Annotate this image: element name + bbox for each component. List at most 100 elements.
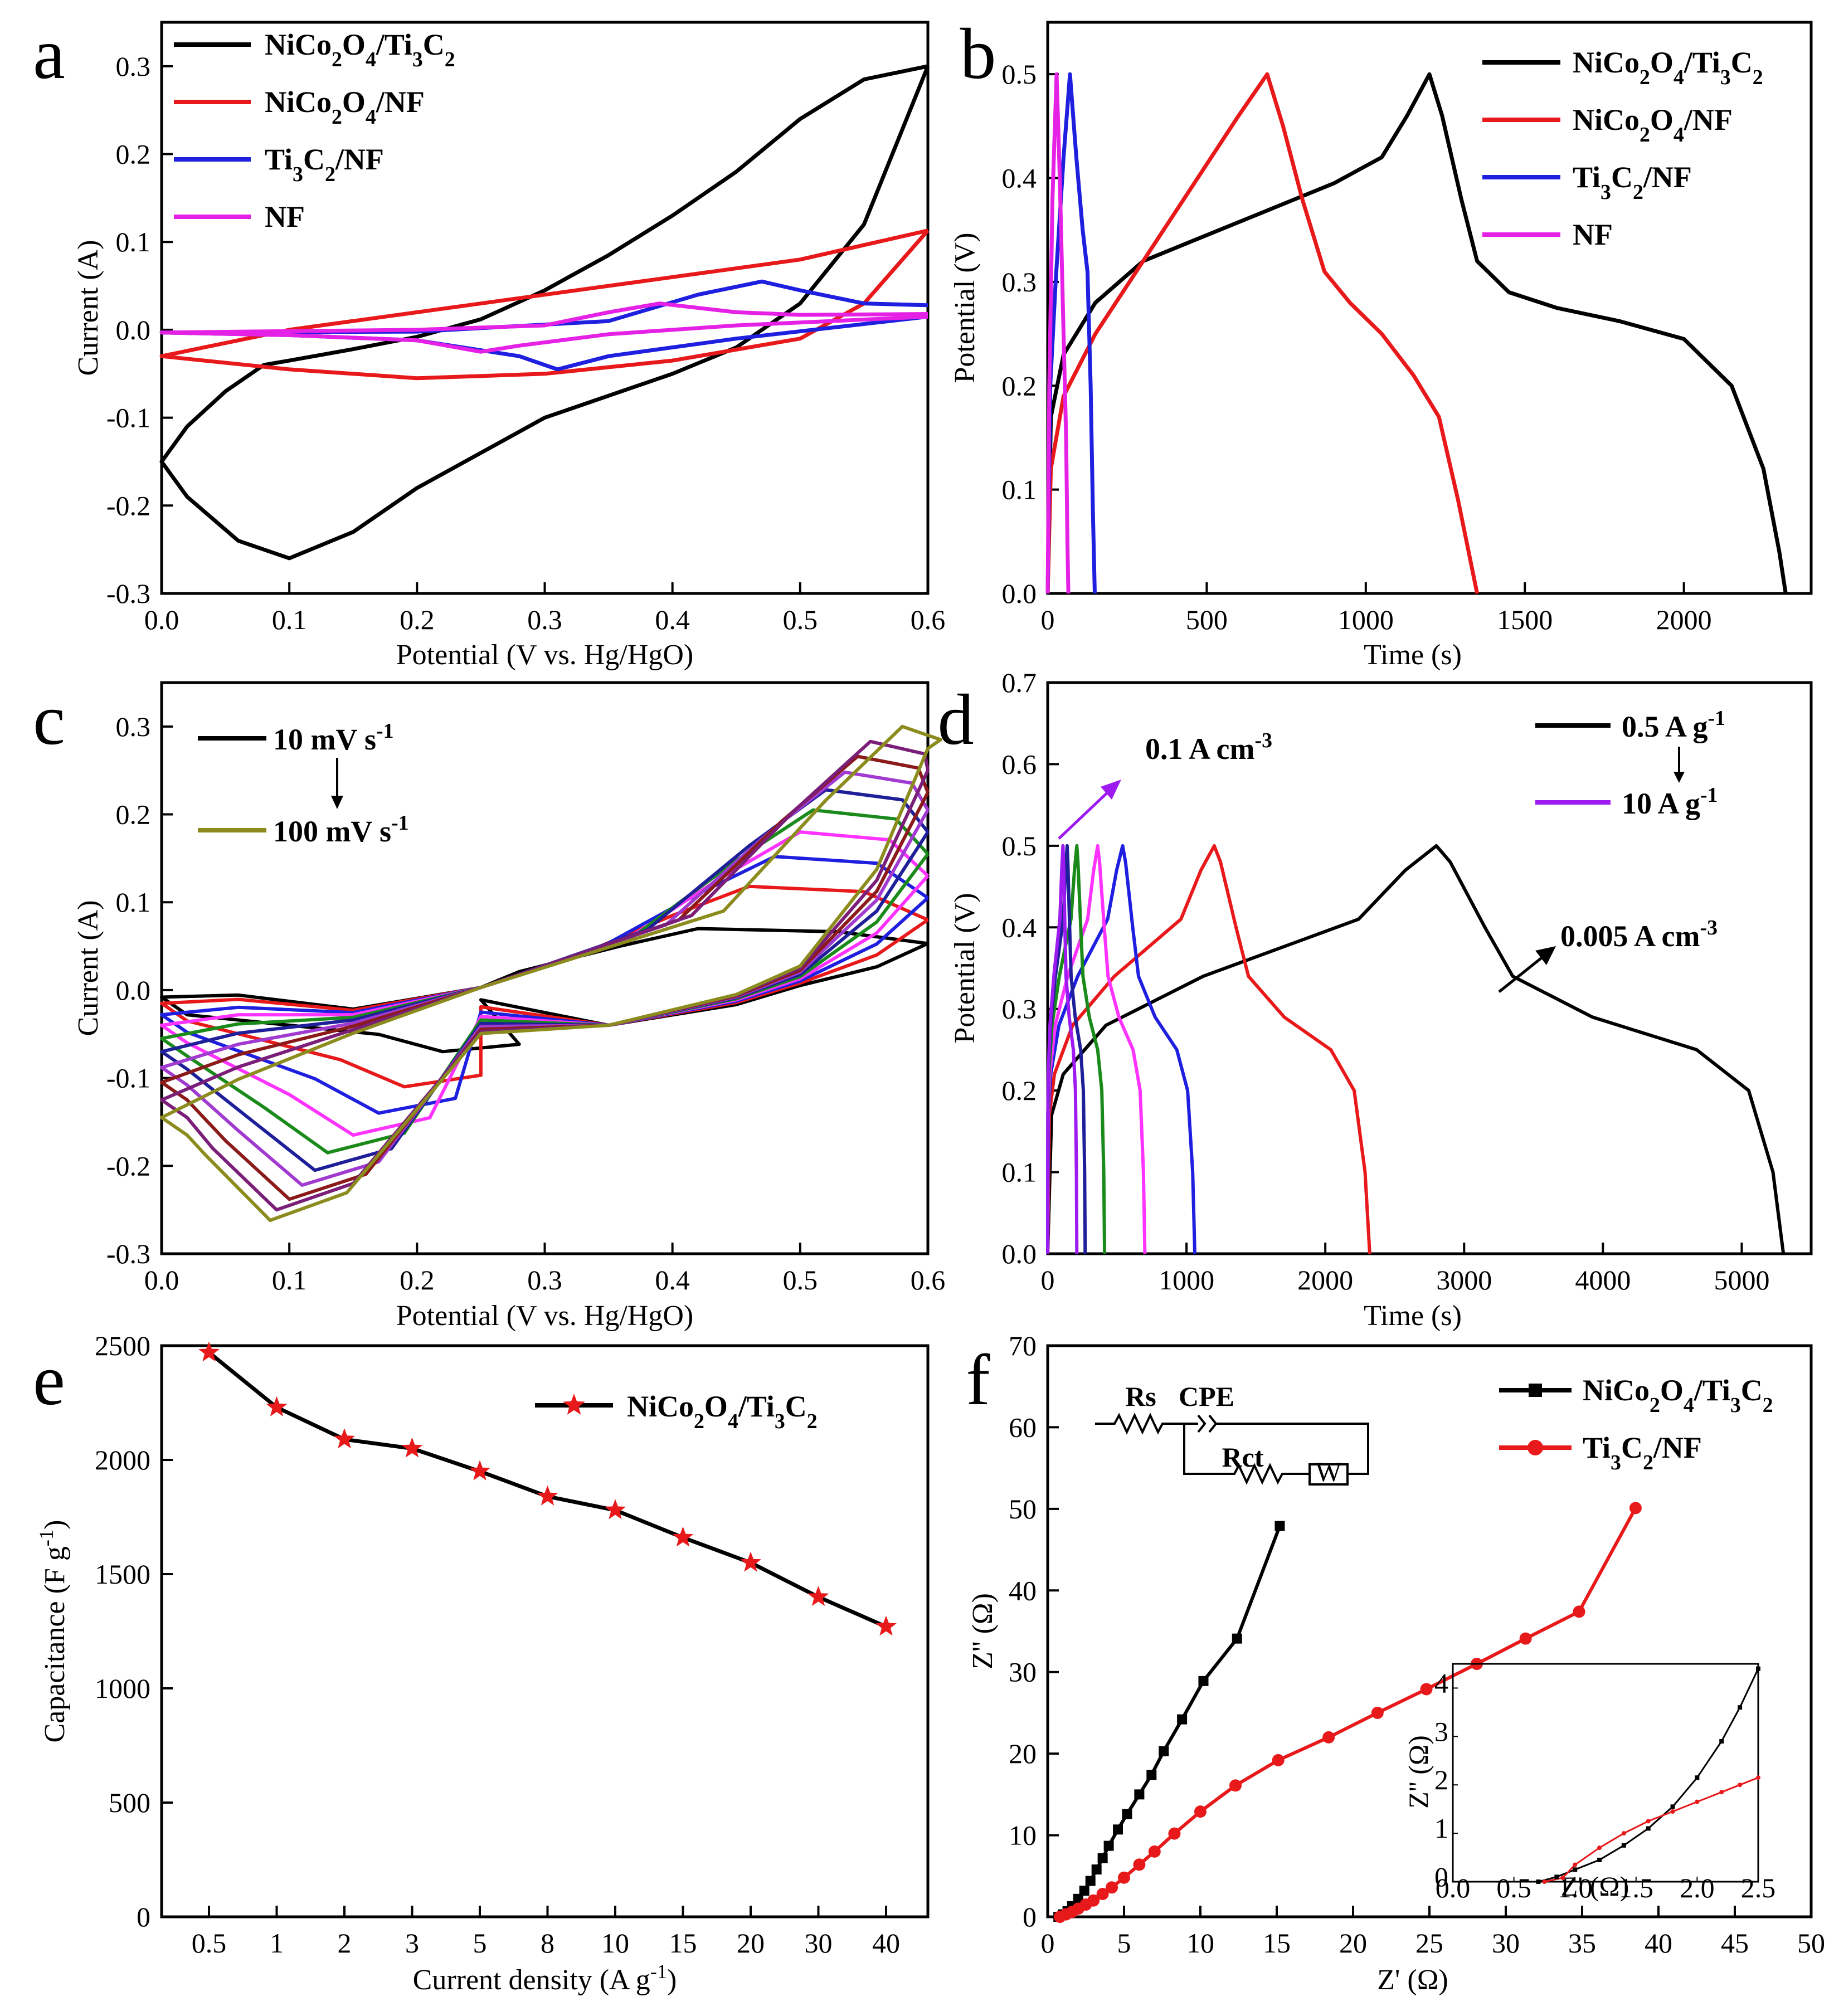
panel-f-data-point [1087,1894,1100,1907]
panel-e-data-point [401,1437,423,1458]
panel-c-series-line [160,927,929,1054]
panel-b-ytick-label: 0.1 [1002,474,1037,505]
panel-f-data-point [1232,1633,1242,1644]
panel-e-legend-label: NiCo2O4/Ti3C2 [627,1390,818,1433]
panel-e-xtick-label: 3 [405,1927,419,1959]
panel-d-annotation-arrowhead [1101,780,1121,800]
panel-d-ytick-label: 0.0 [1002,1238,1037,1269]
panel-e-legend-label-part: 2 [694,1410,704,1433]
panel-c-legend-label-part: -1 [376,719,394,743]
panel-b-legend-label-part: 2 [1640,123,1650,147]
panel-e-data-point [334,1428,355,1449]
panel-f-inset-point [1756,1666,1760,1671]
panel-d-xtick-label: 3000 [1436,1264,1492,1296]
panel-b-legend-label-part: 3 [1720,66,1731,89]
panel-b-ytick-label: 0.2 [1002,370,1037,401]
panel-d-legend-label: 0.5 A g-1 [1622,707,1725,743]
panel-f-inset-ylabel: Z'' (Ω) [1403,1735,1434,1809]
panel-f-data-point [1146,1770,1157,1780]
panel-b-xtick-label: 1000 [1338,604,1394,635]
panel-a-legend-label-part: /NF [335,143,384,176]
panel-c-ylabel: Current (A) [72,900,104,1036]
panel-f-label: f [966,1340,990,1420]
panel-e-xtick-label: 2 [338,1927,352,1959]
panel-f-legend-label-part: 2 [1650,1394,1660,1417]
panel-b-ytick-label: 0.3 [1002,266,1037,298]
panel-e-ytick-label: 1500 [95,1559,150,1590]
panel-e-xtick-label: 0.5 [192,1927,227,1959]
panel-e-ytick-label: 500 [109,1787,150,1818]
panel-b-legend-label-part: O [1650,103,1674,137]
panel-f-legend-label-part: /Ti [1694,1374,1730,1407]
panel-a-xtick-label: 0.4 [655,604,690,635]
panel-f-legend-label: NiCo2O4/Ti3C2 [1583,1374,1773,1417]
panel-a-series-line [159,301,928,354]
panel-a-legend-label: Ti3C2/NF [265,143,384,186]
panel-a-xtick-label: 0.0 [144,604,179,635]
panel-f-data-point [1085,1876,1096,1886]
panel-f-circuit-cpe [1184,1414,1369,1475]
panel-f-xtick-label: 0 [1041,1927,1055,1959]
panel-e-legend-marker [563,1394,585,1415]
panel-e-xlabel: Current density (A g-1) [413,1960,677,1996]
panel-f-legend-label-part: 2 [1763,1394,1773,1417]
panel-f-circuit-label: Rct [1222,1442,1264,1473]
panel-f-xtick-label: 35 [1568,1927,1596,1959]
panel-e-data-point [875,1615,897,1636]
panel-b-label: b [960,14,996,94]
panel-a-legend-label-part: C [303,143,325,176]
panel-e-xtick-label: 10 [601,1927,629,1959]
panel-b-xtick-label: 500 [1186,604,1228,635]
panel-f-inset-point [1738,1705,1743,1710]
panel-f-inset-point [1597,1845,1602,1851]
panel-e-xtick-label: 8 [541,1927,554,1959]
panel-e-xtick-label: 30 [805,1927,833,1959]
panel-d-annotation-arrowhead [1535,946,1556,965]
panel-c-xtick-label: 0.1 [272,1264,307,1296]
panel-e-data-point [537,1485,558,1506]
panel-e-xtick-label: 1 [270,1927,284,1959]
panel-d-legend-arrowhead [1674,772,1685,783]
panel-c-series-line [160,724,942,1223]
panel-f-data-point [1168,1827,1181,1840]
panel-f-legend-label: Ti3C2/NF [1583,1431,1702,1474]
panel-e-data-point [605,1499,626,1520]
panel-d-xtick-label: 0 [1041,1264,1055,1296]
panel-c-legend-label: 10 mV s-1 [273,719,394,756]
panel-f-legend-label-part: O [1660,1374,1684,1407]
panel-c-legend-arrowhead [331,796,343,809]
panel-e-ylabel: Capacitance (F g-1) [35,1520,71,1743]
panel-f-inset-point [1536,1879,1541,1884]
panel-b-legend-label-part: NiCo [1573,103,1640,137]
panel-a-legend-label: NiCo2O4/NF [265,85,425,129]
panel-b-legend-label-part: 2 [1640,66,1650,89]
panel-d-annotation-part: 0.1 A cm [1145,732,1255,766]
panel-d-legend-label-part: 0.5 A g [1622,710,1708,743]
panel-b-legend-label-part: 4 [1674,123,1684,147]
panel-b-series-line [1045,72,1071,594]
panel-f-circuit-resistor [1095,1413,1184,1435]
panel-b-ylabel: Potential (V) [949,232,981,383]
panel-f-inset-xlabel: Z' (Ω) [1561,1871,1629,1902]
panel-a-xtick-label: 0.2 [400,604,435,635]
panel-f-legend-marker [1529,1384,1542,1397]
panel-b-legend-label: NiCo2O4/Ti3C2 [1573,46,1763,89]
panel-f-inset-point [1646,1819,1651,1824]
panel-f-data-point [1091,1864,1102,1875]
panel-f-xtick-label: 40 [1645,1927,1672,1959]
panel-a-legend-label-part: O [342,28,366,61]
panel-f-circuit-label: CPE [1179,1381,1234,1412]
panel-f-xtick-label: 50 [1797,1927,1825,1959]
panel-e-data-point [266,1396,288,1416]
panel-e-axes-frame [160,1344,930,1918]
panel-e-ytick-label: 2000 [95,1444,150,1476]
panel-d-legend-label-part: 10 A g [1622,787,1700,820]
panel-c-xtick-label: 0.2 [400,1264,435,1296]
panel-b-legend-label-part: /Ti [1684,46,1720,79]
panel-b-legend-label-part: NiCo [1573,46,1640,79]
panel-f-circuit: Rs CPE Rct W [1095,1381,1369,1487]
panel-e-xtick-label: 20 [737,1927,765,1959]
panel-f-inset-point [1573,1867,1578,1872]
